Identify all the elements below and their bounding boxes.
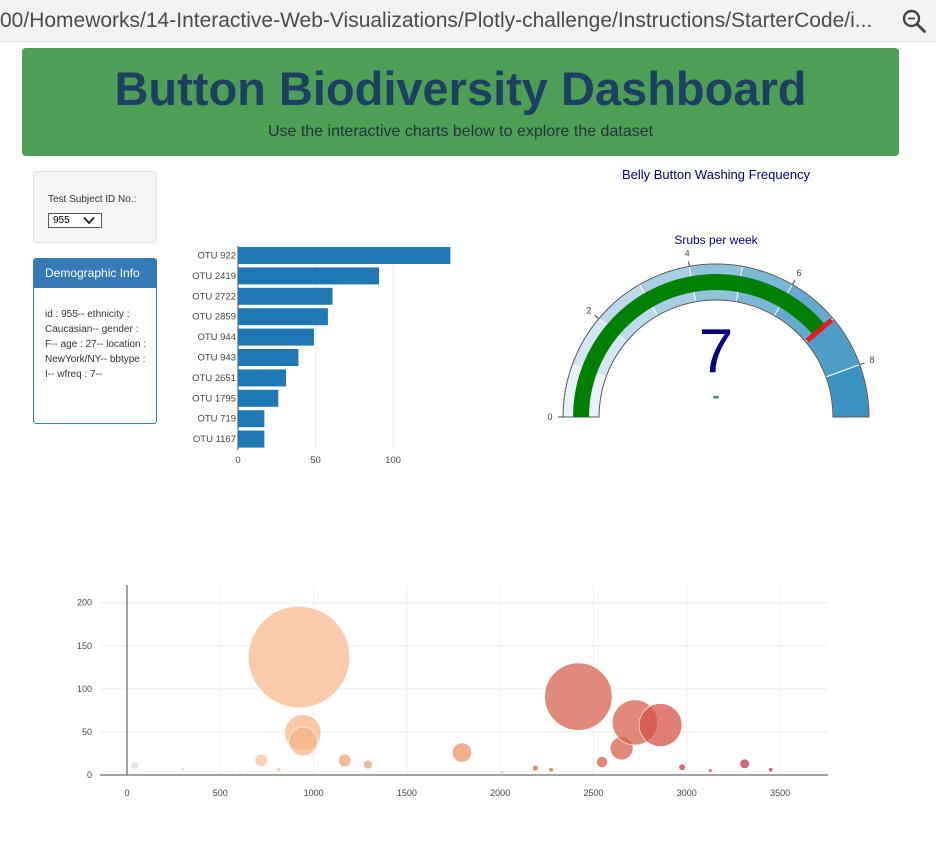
bubble-point-15 — [596, 756, 608, 768]
bubble-point-3 — [254, 753, 268, 767]
browser-address-bar[interactable]: 00/Homeworks/14-Interactive-Web-Visualiz… — [0, 0, 936, 42]
bar-1 — [238, 267, 380, 285]
bubble-point-0 — [130, 761, 140, 770]
bubble-x-tick-label: 2500 — [583, 788, 603, 798]
bar-category-label: OTU 2722 — [192, 291, 236, 302]
demographic-info-panel: Demographic Info id : 955-- ethnicity : … — [33, 258, 157, 424]
bubble-point-22 — [768, 767, 774, 773]
bar-x-tick-label: 100 — [385, 455, 401, 465]
bubble-y-tick-label: 100 — [77, 684, 92, 694]
bar-category-label: OTU 944 — [197, 332, 236, 343]
gauge-tick-mark — [792, 279, 796, 285]
chevron-down-icon — [83, 216, 95, 225]
bubble-x-tick-label: 2000 — [490, 788, 510, 798]
bubble-y-tick-label: 50 — [82, 727, 92, 737]
bar-category-label: OTU 1167 — [193, 434, 236, 445]
gauge-outline — [562, 263, 870, 418]
subject-selector-label: Test Subject ID No.: — [48, 194, 137, 205]
bubble-point-2 — [238, 769, 242, 774]
gauge-tick-mark — [859, 362, 865, 366]
gauge-tick-label: 8 — [869, 355, 874, 365]
gauge-value-bar — [573, 274, 826, 417]
gauge-tick-label: 0 — [547, 412, 552, 422]
bar-9 — [238, 430, 265, 448]
bubble-point-21 — [739, 758, 750, 769]
bar-7 — [238, 389, 279, 407]
header-banner: Button Biodiversity Dashboard Use the in… — [22, 48, 899, 156]
bar-category-label: OTU 2651 — [192, 373, 236, 384]
demographic-info-heading: Demographic Info — [34, 259, 156, 288]
gauge-subtitle: Srubs per week — [674, 233, 758, 247]
bar-x-tick-label: 0 — [235, 455, 240, 465]
bubble-point-14 — [544, 662, 613, 731]
bubble-point-10 — [452, 742, 472, 763]
gauge-tick-mark — [688, 261, 690, 267]
bubble-point-1 — [180, 767, 186, 773]
bar-category-label: OTU 719 — [197, 414, 236, 425]
gauge-tick-mark — [594, 315, 600, 320]
washing-frequency-gauge[interactable]: Belly Button Washing Frequency Srubs per … — [540, 160, 890, 430]
page-title: Button Biodiversity Dashboard — [114, 62, 807, 115]
bubble-point-5 — [248, 605, 351, 708]
bubble-point-18 — [638, 703, 683, 747]
bubble-point-13 — [548, 767, 554, 773]
bubble-point-20 — [708, 768, 713, 773]
bar-category-label: OTU 922 — [197, 251, 236, 262]
subject-selector-panel: Test Subject ID No.: 955 — [33, 171, 157, 243]
bubble-y-tick-label: 0 — [87, 770, 92, 780]
bubble-y-tick-label: 200 — [77, 598, 92, 608]
bubble-point-12 — [532, 764, 539, 772]
bubble-x-tick-label: 1500 — [397, 788, 417, 798]
bar-2 — [238, 287, 333, 305]
bar-8 — [238, 410, 265, 428]
bubble-x-tick-label: 0 — [124, 788, 129, 798]
bubble-point-9 — [363, 759, 373, 770]
bar-category-label: OTU 2419 — [192, 271, 236, 282]
gauge-delta: - — [712, 383, 719, 408]
demographic-info-text: id : 955-- ethnicity : Caucasian-- gende… — [45, 309, 147, 380]
bubble-y-tick-label: 150 — [77, 641, 92, 651]
bubble-point-11 — [500, 770, 505, 775]
bar-category-label: OTU 2859 — [192, 312, 236, 323]
bar-category-label: OTU 943 — [197, 353, 236, 364]
bubble-point-8 — [338, 753, 352, 767]
subject-id-dropdown[interactable]: 955 — [48, 213, 102, 228]
bubble-point-19 — [678, 763, 686, 771]
gauge-tick-label: 4 — [685, 249, 690, 259]
bar-category-label: OTU 1795 — [192, 393, 236, 404]
bubble-point-7 — [288, 726, 318, 757]
top-otu-bar-chart[interactable]: OTU 922 OTU 2419 OTU 2722 OTU 2859 OTU 944 OT… — [180, 240, 480, 465]
bubble-x-tick-label: 1000 — [304, 788, 324, 798]
url-text[interactable]: 00/Homeworks/14-Interactive-Web-Visualiz… — [0, 9, 873, 32]
bar-6 — [238, 369, 287, 387]
page-subtitle: Use the interactive charts below to expl… — [267, 123, 654, 140]
bubble-x-tick-label: 3500 — [770, 788, 790, 798]
bar-4 — [238, 328, 314, 346]
gauge-value: 7 — [699, 317, 733, 386]
gauge-title: Belly Button Washing Frequency — [622, 167, 811, 182]
gauge-threshold-line — [805, 318, 834, 343]
bar-3 — [238, 308, 328, 326]
bubble-x-tick-label: 3000 — [677, 788, 697, 798]
bar-5 — [238, 349, 299, 366]
bar-x-tick-label: 50 — [310, 455, 321, 465]
bar-0 — [238, 247, 451, 264]
subject-id-selected: 955 — [53, 215, 70, 226]
gauge-tick-label: 6 — [796, 268, 801, 278]
bubble-point-4 — [276, 767, 282, 773]
magnifier-zoom-icon[interactable] — [901, 8, 927, 34]
gauge-tick-label: 2 — [586, 305, 591, 315]
bubble-x-tick-label: 500 — [213, 788, 228, 798]
